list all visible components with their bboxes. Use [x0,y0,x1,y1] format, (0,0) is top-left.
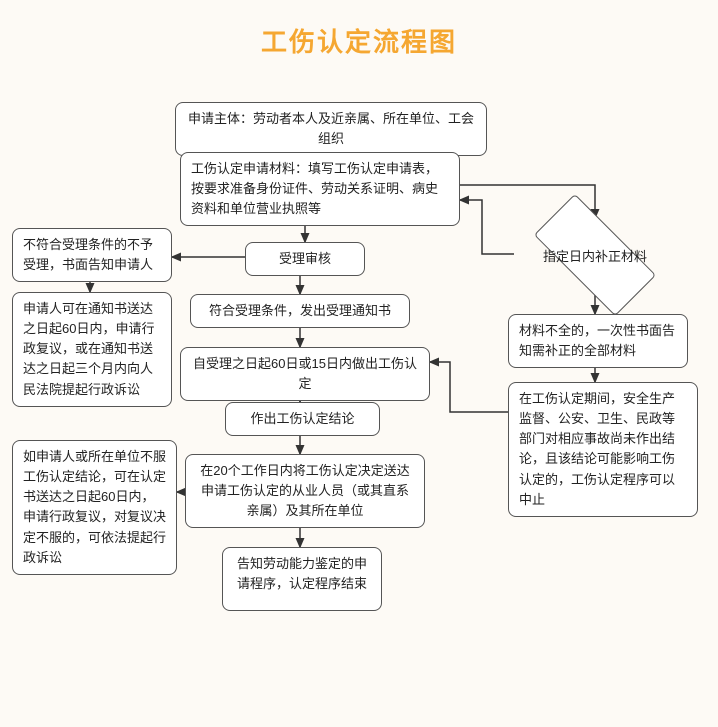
flow-node-n4: 符合受理条件，发出受理通知书 [190,294,410,328]
flow-node-n2: 工伤认定申请材料：填写工伤认定申请表，按要求准备身份证件、劳动关系证明、病史资料… [180,152,460,226]
flowchart-canvas: 申请主体：劳动者本人及近亲属、所在单位、工会组织工伤认定申请材料：填写工伤认定申… [0,102,718,722]
flow-node-nL3: 如申请人或所在单位不服工伤认定结论，可在认定书送达之日起60日内，申请行政复议，… [12,440,177,575]
flow-node-nL1: 不符合受理条件的不予受理，书面告知申请人 [12,228,172,282]
flow-node-n3: 受理审核 [245,242,365,276]
flow-edge-nD-n2 [460,200,514,254]
flow-node-n7: 在20个工作日内将工伤认定决定送达申请工伤认定的从业人员（或其直系亲属）及其所在… [185,454,425,528]
flow-node-nL2: 申请人可在通知书送达之日起60日内，申请行政复议，或在通知书送达之日起三个月内向… [12,292,172,407]
flow-node-n5: 自受理之日起60日或15日内做出工伤认定 [180,347,430,401]
flow-node-n8: 告知劳动能力鉴定的申请程序，认定程序结束 [222,547,382,611]
flow-node-n6: 作出工伤认定结论 [225,402,380,436]
flow-node-n1: 申请主体：劳动者本人及近亲属、所在单位、工会组织 [175,102,487,156]
flow-node-nD: 指定日内补正材料 [510,212,680,298]
flow-edge-nR2-n5 [430,362,508,412]
flow-node-nR1: 材料不全的，一次性书面告知需补正的全部材料 [508,314,688,368]
page-title: 工伤认定流程图 [0,22,718,59]
flow-node-nR2: 在工伤认定期间，安全生产监督、公安、卫生、民政等部门对相应事故尚未作出结论，且该… [508,382,698,517]
